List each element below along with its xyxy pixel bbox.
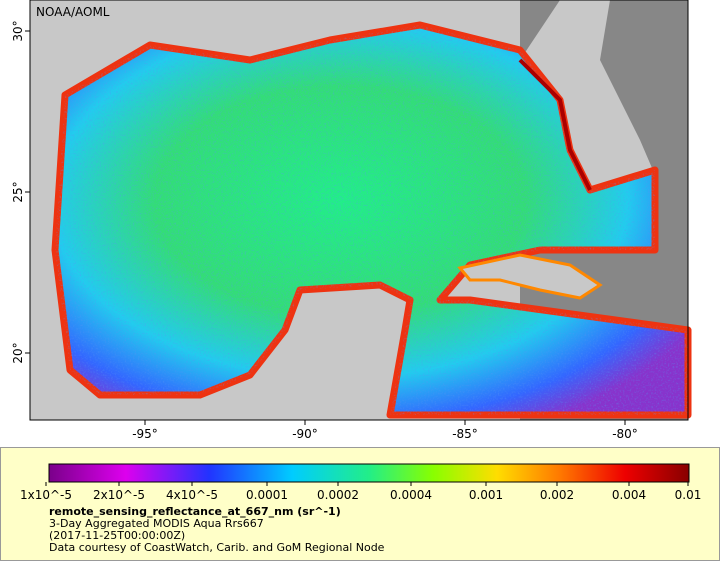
date: (2017-11-25T00:00:00Z) — [49, 529, 186, 542]
cuba — [457, 253, 603, 300]
colorbar-label: 0.0001 — [246, 488, 288, 502]
variable: remote_sensing_reflectance_at_667_nm (sr… — [49, 505, 341, 518]
map: NOAA/AOML -95° -90° -85° -80° 30° 25° 20° — [11, 0, 692, 441]
colorbar-label: 0.0002 — [317, 488, 359, 502]
colorbar-label: 0.001 — [469, 488, 503, 502]
legend-box: 1x10^-5 2x10^-5 4x10^-5 0.0001 0.0002 0.0004 0… — [0, 447, 720, 561]
lon-label: -85° — [452, 427, 478, 441]
colorbar-ramp — [48, 463, 690, 483]
lat-label: 25° — [11, 181, 25, 202]
lon-label: -80° — [612, 427, 638, 441]
coast — [518, 58, 592, 191]
colorbar-label: 2x10^-5 — [93, 488, 145, 502]
lat-label: 20° — [11, 342, 25, 363]
lon-label: -90° — [292, 427, 318, 441]
florida — [520, 0, 655, 200]
colorbar: 1x10^-5 2x10^-5 4x10^-5 0.0001 0.0002 0.0004 0… — [20, 463, 702, 502]
colorbar-label: 1x10^-5 — [20, 488, 72, 502]
lat-label: 30° — [11, 20, 25, 41]
frame — [29, 0, 689, 421]
colorbar-label: 0.0004 — [390, 488, 432, 502]
colorbar-label: 0.01 — [675, 488, 702, 502]
colorbar-label: 0.004 — [612, 488, 646, 502]
texture — [55, 25, 688, 415]
attribution: NOAA/AOML — [36, 5, 110, 19]
colorbar-label: 0.002 — [540, 488, 574, 502]
lon-label: -95° — [132, 427, 158, 441]
colorbar-label: 4x10^-5 — [166, 488, 218, 502]
product: 3-Day Aggregated MODIS Aqua Rrs667 — [49, 517, 264, 530]
credit: Data courtesy of CoastWatch, Carib. and … — [49, 541, 385, 554]
